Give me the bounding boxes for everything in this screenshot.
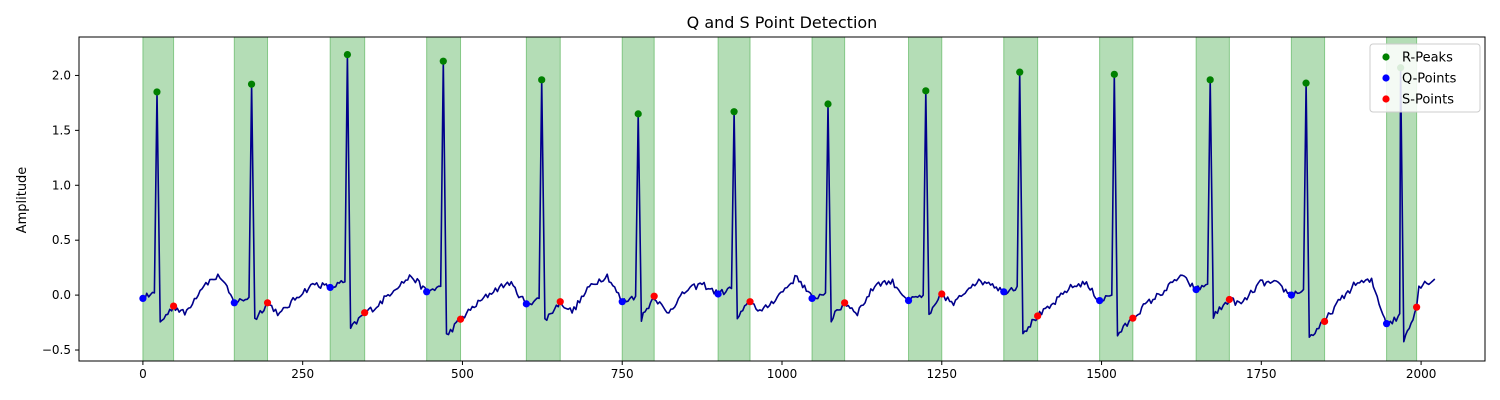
x-axis: 0 250 500 750 1000 1250 1500 1750 2000 (139, 361, 1436, 381)
x-tick-label: 500 (451, 367, 474, 381)
r-peak-marker (922, 87, 930, 95)
r-peak-marker (1206, 76, 1214, 84)
qrs-region (426, 36, 462, 362)
q-point-marker (904, 296, 913, 305)
q-point-marker (618, 298, 626, 306)
q-point-marker (808, 294, 816, 302)
qrs-region (1099, 36, 1134, 362)
r-peak-marker (1110, 70, 1118, 78)
legend-marker (1382, 95, 1390, 103)
s-point-marker (938, 290, 946, 298)
plot-frame (78, 36, 1486, 362)
qrs-bands (142, 36, 1418, 362)
legend: R-Peaks Q-Points S-Points (1369, 43, 1481, 113)
legend-label: S-Points (1402, 93, 1454, 108)
r-peak-marker (824, 100, 832, 108)
point-markers (139, 50, 1421, 328)
legend-label: R-Peaks (1402, 51, 1453, 66)
legend-label: Q-Points (1402, 72, 1457, 87)
y-tick-label: 1.0 (52, 178, 71, 192)
legend-box (1369, 43, 1481, 113)
x-tick-label: 1750 (1246, 367, 1277, 381)
r-peak-marker (439, 57, 447, 65)
y-tick-label: 1.5 (52, 123, 71, 137)
legend-marker (1382, 53, 1390, 61)
q-point-marker (522, 300, 530, 308)
s-point-marker (1225, 295, 1233, 304)
q-point-marker (1382, 320, 1391, 328)
y-axis-label: Amplitude (15, 167, 30, 234)
s-point-marker (841, 299, 849, 307)
q-point-marker (714, 290, 722, 298)
ecg-signal-line (142, 53, 1436, 343)
r-peak-marker (1016, 68, 1024, 76)
y-tick-label: −0.5 (42, 343, 71, 357)
r-peak-marker (153, 88, 161, 96)
q-point-marker (1287, 291, 1295, 299)
q-point-marker (139, 294, 147, 302)
qrs-region (717, 36, 751, 362)
x-tick-label: 1000 (767, 367, 798, 381)
s-point-marker (456, 315, 465, 323)
r-peak-marker (247, 80, 256, 88)
s-point-marker (361, 309, 369, 317)
s-point-marker (1320, 317, 1329, 326)
chart-title: Q and S Point Detection (687, 13, 878, 32)
s-point-marker (263, 299, 272, 307)
y-tick-label: 2.0 (52, 68, 71, 82)
s-point-marker (1413, 303, 1421, 311)
q-point-marker (1192, 286, 1200, 294)
r-peak-marker (538, 76, 546, 84)
s-point-marker (746, 298, 754, 306)
legend-marker (1382, 74, 1390, 82)
qrs-region (811, 36, 846, 362)
x-tick-label: 1250 (926, 367, 957, 381)
s-point-marker (1129, 314, 1137, 322)
y-axis: −0.5 0.0 0.5 1.0 1.5 2.0 (42, 68, 79, 357)
x-tick-label: 750 (611, 367, 634, 381)
r-peak-marker (343, 50, 352, 59)
s-point-marker (169, 302, 178, 310)
q-point-marker (1096, 296, 1104, 305)
x-tick-label: 2000 (1406, 367, 1437, 381)
s-point-marker (650, 292, 658, 300)
q-point-marker (230, 299, 238, 307)
x-tick-label: 250 (291, 367, 314, 381)
s-point-marker (556, 298, 564, 306)
r-peak-marker (1302, 79, 1310, 87)
y-tick-label: 0.5 (52, 233, 71, 247)
qrs-region (621, 36, 655, 362)
q-point-marker (423, 288, 431, 296)
y-tick-label: 0.0 (52, 288, 71, 302)
x-tick-label: 0 (139, 367, 147, 381)
s-point-marker (1034, 312, 1042, 320)
r-peak-marker (730, 108, 738, 116)
signal-layer (142, 53, 1436, 343)
r-peak-marker (634, 110, 642, 118)
q-point-marker (1000, 288, 1008, 296)
q-point-marker (326, 283, 334, 292)
x-tick-label: 1500 (1086, 367, 1117, 381)
